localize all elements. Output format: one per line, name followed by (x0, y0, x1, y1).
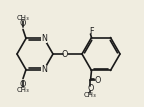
Text: CH₃: CH₃ (84, 92, 97, 98)
Text: O: O (20, 80, 26, 89)
Text: O: O (62, 50, 68, 59)
Text: N: N (41, 34, 47, 43)
Text: O: O (87, 84, 94, 93)
Text: N: N (41, 65, 47, 74)
Text: O: O (20, 19, 26, 28)
Text: O: O (94, 76, 101, 85)
Text: F: F (89, 27, 94, 36)
Text: CH₃: CH₃ (17, 87, 29, 93)
Text: CH₃: CH₃ (17, 15, 29, 21)
